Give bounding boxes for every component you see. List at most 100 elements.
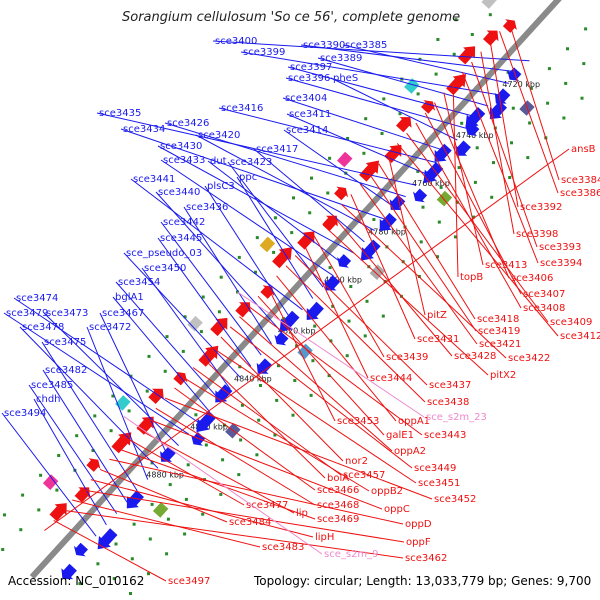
track-dot xyxy=(163,369,167,373)
track-dot xyxy=(310,176,313,180)
track-dot xyxy=(127,409,131,413)
feature-box xyxy=(481,0,497,9)
gene-label-reverse: oppF xyxy=(406,537,431,548)
track-dot xyxy=(112,577,116,581)
scale-label: 4860 kbp xyxy=(190,423,228,432)
gene-label-forward-leader xyxy=(33,398,107,526)
track-dot xyxy=(566,47,569,51)
gene-label-reverse: ansB xyxy=(571,144,596,155)
gene-label-forward-leader xyxy=(86,326,149,480)
gene-label-reverse: bolA xyxy=(327,473,349,484)
gene-label-reverse: sce3444 xyxy=(370,373,412,384)
gene-label-forward-leader xyxy=(286,113,427,175)
scale-tick xyxy=(416,169,420,173)
gene-label-forward-leader xyxy=(41,341,138,492)
gene-arrow-forward xyxy=(337,254,352,268)
track-dot xyxy=(204,443,208,447)
track-dot xyxy=(308,211,312,215)
gene-arrow-reverse xyxy=(457,46,476,65)
track-dot xyxy=(201,512,205,516)
gene-label-forward: plsC3 xyxy=(207,181,235,192)
gene-arrow-reverse xyxy=(396,117,412,133)
track-dot xyxy=(439,185,443,189)
gene-label-forward-leader xyxy=(164,122,406,198)
gene-label-reverse-leader xyxy=(331,214,453,357)
gene-label-reverse: sce3418 xyxy=(477,314,519,325)
gene-label-reverse: sce3484 xyxy=(229,517,271,528)
gene-label-reverse-leader xyxy=(443,92,484,266)
track-dot xyxy=(455,200,459,204)
track-dot xyxy=(470,33,474,36)
gene-label-forward: sce3473 xyxy=(46,308,88,319)
gene-arrow-reverse xyxy=(86,458,101,472)
track-dot xyxy=(510,141,513,145)
feature-box xyxy=(404,78,420,94)
scale-tick xyxy=(460,121,464,125)
gene-label-forward-leader xyxy=(141,267,231,390)
track-dot xyxy=(295,344,299,348)
gene-arrow-forward xyxy=(256,358,273,374)
track-dot xyxy=(129,374,133,378)
gene-label-reverse: sce3421 xyxy=(479,339,521,350)
gene-label-forward-leader xyxy=(1,412,97,537)
gene-arrow-forward xyxy=(279,310,300,332)
gene-arrow-reverse xyxy=(136,416,154,435)
track-dot xyxy=(273,433,277,437)
map-title: Sorangium cellulosum 'So ce 56', complet… xyxy=(122,10,461,25)
gene-arrow-reverse xyxy=(235,302,251,318)
feature-box xyxy=(436,190,453,207)
gene-arrow-forward xyxy=(61,563,77,580)
gene-label-reverse-leader xyxy=(322,224,489,376)
gene-label-reverse: oppD xyxy=(405,519,432,530)
gene-label-reverse: sce3483 xyxy=(262,542,304,553)
gene-arrow-reverse xyxy=(272,247,292,269)
gene-label-reverse: sce3419 xyxy=(478,326,520,337)
track-dot xyxy=(380,132,384,135)
track-dot xyxy=(96,562,100,566)
gene-label-forward-leader xyxy=(285,77,468,130)
gene-arrow-reverse xyxy=(334,186,349,201)
gene-label-forward-leader xyxy=(130,178,303,311)
genome-backbone xyxy=(29,0,562,580)
gene-label-forward-leader xyxy=(120,128,386,220)
scale-label: 4880 kbp xyxy=(146,471,184,480)
gene-label-forward: sce3435 xyxy=(99,108,141,119)
gene-arrow-forward xyxy=(413,188,428,203)
gene-label-forward: sce3426 xyxy=(167,118,209,129)
gene-label-reverse-leader xyxy=(276,275,397,422)
track-dot xyxy=(150,502,154,506)
track-dot xyxy=(221,458,225,462)
track-dot xyxy=(254,270,257,274)
gene-label-reverse: pitX2 xyxy=(490,370,516,381)
gene-label-forward-leader xyxy=(160,159,334,277)
track-dot xyxy=(132,522,136,526)
scale-label: 4720 kbp xyxy=(502,80,540,89)
track-dot xyxy=(217,310,221,314)
track-dot xyxy=(472,215,476,219)
gene-label-forward-leader xyxy=(115,281,221,401)
track-dot xyxy=(111,394,115,398)
gene-label-reverse: oppC xyxy=(384,504,410,515)
track-dot xyxy=(201,295,205,299)
gene-label-forward-leader xyxy=(112,296,210,413)
track-dot xyxy=(237,255,241,259)
gene-label-forward-leader xyxy=(3,312,190,435)
gene-label-forward-leader xyxy=(96,112,417,186)
feature-box xyxy=(369,264,386,280)
gene-label-reverse: oppA2 xyxy=(394,446,426,457)
track-dot xyxy=(292,196,295,200)
track-dot xyxy=(331,304,335,308)
track-dot xyxy=(184,497,188,501)
track-dot xyxy=(529,86,533,90)
gene-label-forward: sce3390 xyxy=(303,40,345,51)
track-dot xyxy=(145,389,149,393)
track-dot xyxy=(564,81,568,85)
gene-label-forward-leader xyxy=(300,44,520,73)
track-dot xyxy=(183,315,187,319)
gene-label-reverse: oppB2 xyxy=(371,486,403,497)
track-dot xyxy=(259,384,262,387)
gene-label-forward-leader xyxy=(160,221,262,356)
gene-label-reverse: sce3392 xyxy=(520,202,562,213)
track-dot xyxy=(21,493,25,497)
gene-label-reverse-leader xyxy=(137,428,295,514)
